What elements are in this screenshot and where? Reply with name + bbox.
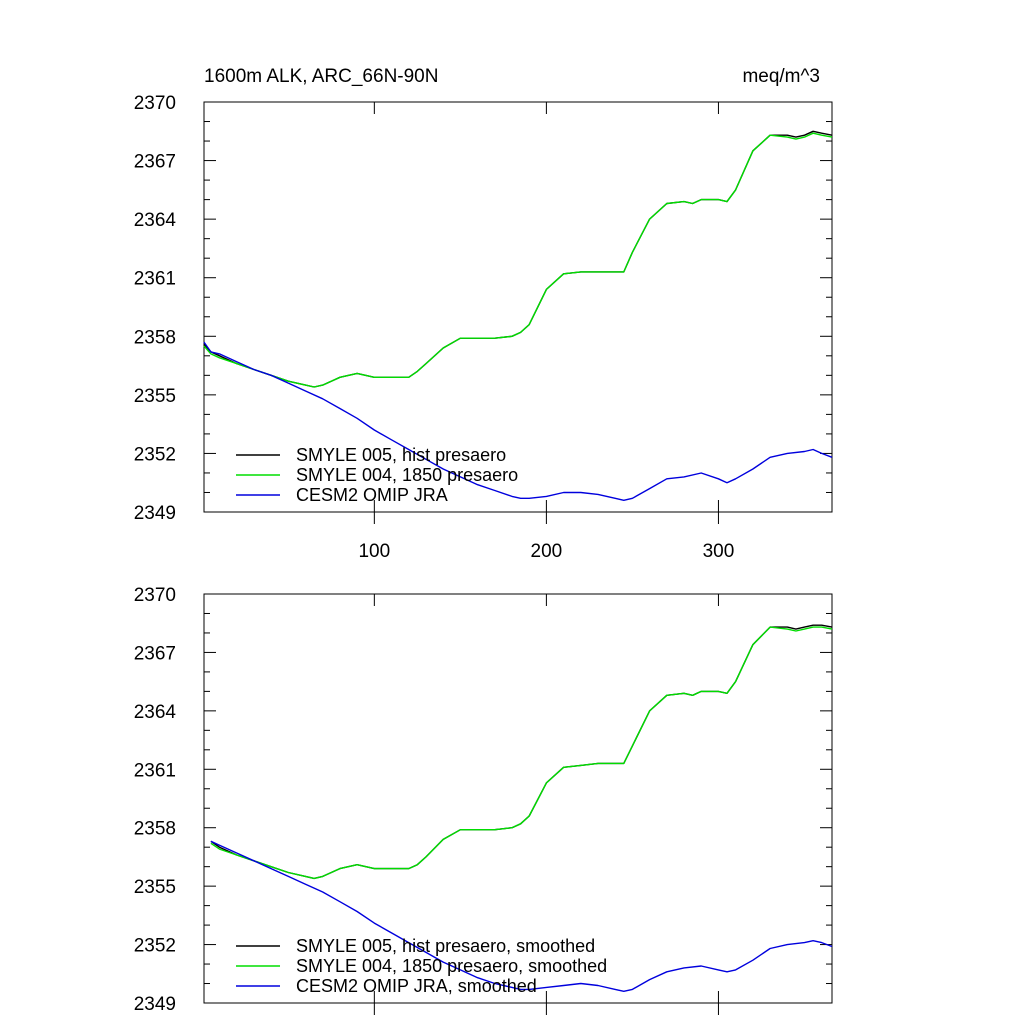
- series-line-2: [203, 341, 833, 501]
- chart-units: meq/m^3: [742, 66, 820, 87]
- y-tick-label: 2361: [134, 269, 176, 290]
- series-line-2: [210, 840, 833, 992]
- y-tick-label: 2364: [134, 210, 177, 231]
- legend-entry: SMYLE 004, 1850 presaero: [296, 465, 518, 485]
- y-tick-label: 2364: [134, 702, 177, 723]
- y-tick-label: 2349: [134, 503, 176, 524]
- x-tick-label: 100: [358, 541, 390, 562]
- top-panel: 2349 2352 2355 2358 2361 2364 2367 2370 100 200 30…: [134, 93, 833, 562]
- y-tick-label: 2358: [134, 819, 176, 840]
- series-line-1: [203, 132, 833, 388]
- series-line-0: [210, 624, 833, 880]
- series-line-1: [210, 626, 833, 880]
- legend-entry: CESM2 OMIP JRA, smoothed: [296, 976, 537, 996]
- x-tick-label: 200: [531, 541, 563, 562]
- y-tick-label: 2367: [134, 643, 176, 664]
- y-tick-label: 2370: [134, 93, 176, 114]
- bottom-panel: 2349 2352 2355 2358 2361 2364 2367 2370 SMYLE 00…: [134, 585, 833, 1015]
- series-line-0: [203, 130, 833, 388]
- y-tick-label: 2358: [134, 327, 176, 348]
- y-tick-label: 2370: [134, 585, 176, 606]
- y-tick-label: 2355: [134, 386, 176, 407]
- y-tick-label: 2349: [134, 994, 176, 1015]
- plot-frame: [203, 593, 833, 1004]
- y-tick-label: 2352: [134, 936, 176, 957]
- chart-title: 1600m ALK, ARC_66N-90N: [204, 66, 438, 87]
- legend-entry: SMYLE 005, hist presaero, smoothed: [296, 936, 595, 956]
- y-tick-label: 2367: [134, 152, 176, 173]
- legend-entry: SMYLE 005, hist presaero: [296, 445, 506, 465]
- y-tick-label: 2361: [134, 760, 176, 781]
- x-tick-label: 300: [703, 541, 735, 562]
- legend-entry: SMYLE 004, 1850 presaero, smoothed: [296, 956, 607, 976]
- legend-entry: CESM2 OMIP JRA: [296, 485, 448, 505]
- y-tick-label: 2352: [134, 444, 176, 465]
- y-tick-label: 2355: [134, 877, 176, 898]
- plot-frame: [203, 101, 833, 513]
